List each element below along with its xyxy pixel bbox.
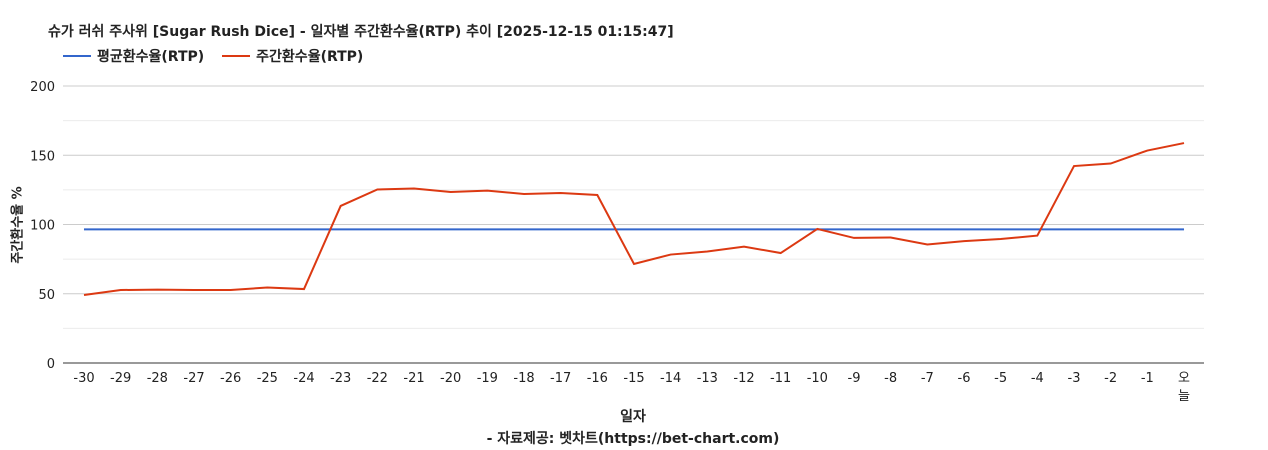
x-tick-label: -9 — [848, 371, 861, 386]
x-tick-label: -7 — [921, 371, 934, 386]
x-tick-label: -8 — [884, 371, 897, 386]
x-tick-label: -3 — [1068, 371, 1081, 386]
x-tick-label: -28 — [147, 371, 168, 386]
x-tick-label: -27 — [183, 371, 204, 386]
x-axis-title: 일자 — [620, 409, 646, 425]
chart-title: 슈가 러쉬 주사위 [Sugar Rush Dice] - 일자별 주간환수율(… — [48, 24, 674, 40]
x-tick-label: -21 — [403, 371, 424, 386]
x-tick-label: -26 — [220, 371, 241, 386]
x-tick-label: 오 — [1178, 371, 1190, 386]
x-tick-label: -29 — [110, 371, 131, 386]
x-tick-label: -1 — [1141, 371, 1154, 386]
x-tick-label: -5 — [994, 371, 1007, 386]
x-tick-label: -12 — [733, 371, 754, 386]
y-tick-label: 0 — [47, 357, 55, 372]
legend-swatch-average — [63, 55, 91, 57]
legend-swatch-weekly — [222, 55, 251, 57]
series-line-weekly — [83, 142, 1185, 296]
y-tick-label: 200 — [30, 80, 55, 95]
x-tick-label: -17 — [550, 371, 571, 386]
x-tick-label: -19 — [477, 371, 498, 386]
y-tick-label: 50 — [38, 288, 55, 303]
legend: 평균환수율(RTP) 주간환수율(RTP) — [63, 46, 363, 66]
legend-label-weekly: 주간환수율(RTP) — [256, 49, 364, 65]
x-tick-label: -2 — [1104, 371, 1117, 386]
x-tick-label: -30 — [73, 371, 94, 386]
legend-item-weekly[interactable]: 주간환수율(RTP) — [222, 46, 363, 66]
x-tick-label: -10 — [807, 371, 828, 386]
x-tick-label: -23 — [330, 371, 351, 386]
x-tick-label: -22 — [367, 371, 388, 386]
x-tick-label: -18 — [513, 371, 534, 386]
x-tick-label: -25 — [257, 371, 278, 386]
x-tick-label: -20 — [440, 371, 461, 386]
legend-label-average: 평균환수율(RTP) — [97, 49, 205, 65]
y-tick-label: 150 — [30, 149, 55, 164]
source-credit: - 자료제공: 벳차트(https://bet-chart.com) — [486, 431, 780, 447]
x-tick-label: -15 — [623, 371, 644, 386]
y-axis-title: 주간환수율 % — [10, 186, 26, 264]
y-tick-label: 100 — [30, 219, 55, 234]
x-tick-label: -4 — [1031, 371, 1044, 386]
x-tick-label: -11 — [770, 371, 791, 386]
legend-item-average[interactable]: 평균환수율(RTP) — [63, 46, 204, 66]
x-tick-label: -24 — [293, 371, 314, 386]
x-tick-label: -14 — [660, 371, 681, 386]
x-tick-label: -13 — [697, 371, 718, 386]
x-tick-label: 늘 — [1178, 389, 1190, 404]
x-tick-label: -6 — [958, 371, 971, 386]
x-tick-label: -16 — [587, 371, 608, 386]
